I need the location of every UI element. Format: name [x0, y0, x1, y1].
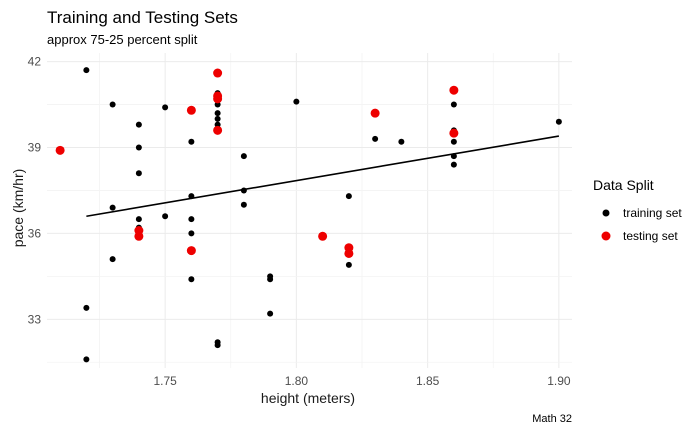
y-tick-label: 33 — [28, 312, 42, 326]
training-point — [83, 304, 90, 311]
legend-title: Data Split — [593, 177, 654, 193]
training-point — [162, 104, 169, 111]
training-point — [345, 261, 352, 268]
testing-point — [55, 145, 65, 155]
training-point — [135, 121, 142, 128]
legend-key-training — [602, 209, 610, 217]
legend-label-training: training set — [623, 206, 682, 220]
x-axis-title: height (meters) — [261, 390, 355, 406]
training-point — [162, 213, 169, 220]
y-tick-label: 42 — [28, 55, 42, 69]
testing-point — [213, 94, 223, 104]
training-point — [214, 115, 221, 122]
chart-subtitle: approx 75-25 percent split — [47, 32, 198, 47]
training-point — [267, 276, 274, 283]
training-point — [214, 110, 221, 117]
testing-point — [213, 68, 223, 78]
training-point — [188, 276, 195, 283]
training-point — [345, 193, 352, 200]
legend-label-testing: testing set — [623, 229, 678, 243]
training-point — [135, 170, 142, 177]
training-point — [109, 204, 116, 211]
training-point — [109, 256, 116, 263]
series-training — [83, 67, 562, 363]
training-point — [240, 153, 247, 160]
testing-point — [134, 231, 144, 241]
training-point — [450, 161, 457, 168]
grid-layer — [47, 53, 572, 368]
x-tick-label: 1.85 — [416, 374, 440, 388]
testing-point — [213, 125, 223, 135]
training-point — [83, 356, 90, 363]
training-point — [188, 216, 195, 223]
legend: Data Split training set testing set — [593, 177, 682, 243]
y-axis-title: pace (km/hr) — [10, 169, 26, 248]
training-point — [398, 138, 405, 145]
chart-caption: Math 32 — [532, 413, 572, 425]
training-point — [555, 118, 562, 125]
chart-title: Training and Testing Sets — [47, 8, 238, 27]
training-point — [109, 101, 116, 108]
training-point — [372, 135, 379, 142]
training-point — [450, 138, 457, 145]
x-tick-label: 1.90 — [547, 374, 571, 388]
axis-layer: 1.75 1.80 1.85 1.90 33 36 39 42 — [28, 55, 571, 388]
training-point — [267, 310, 274, 317]
trend-line — [86, 135, 560, 218]
series-testing — [55, 68, 459, 258]
testing-point — [186, 105, 196, 115]
training-point — [240, 201, 247, 208]
training-point — [135, 216, 142, 223]
training-point — [188, 230, 195, 237]
y-tick-label: 36 — [28, 226, 42, 240]
training-point — [83, 67, 90, 74]
training-point — [188, 138, 195, 145]
legend-key-testing — [601, 231, 611, 241]
testing-point — [449, 128, 459, 138]
training-point — [135, 144, 142, 151]
testing-point — [370, 108, 380, 118]
testing-point — [449, 85, 459, 95]
testing-point — [344, 248, 354, 258]
training-point — [214, 342, 221, 349]
testing-point — [318, 231, 328, 241]
training-point — [450, 101, 457, 108]
testing-point — [186, 246, 196, 256]
training-point — [293, 98, 300, 105]
x-tick-label: 1.75 — [153, 374, 177, 388]
y-tick-label: 39 — [28, 141, 42, 155]
points-layer — [55, 67, 562, 363]
x-tick-label: 1.80 — [285, 374, 309, 388]
